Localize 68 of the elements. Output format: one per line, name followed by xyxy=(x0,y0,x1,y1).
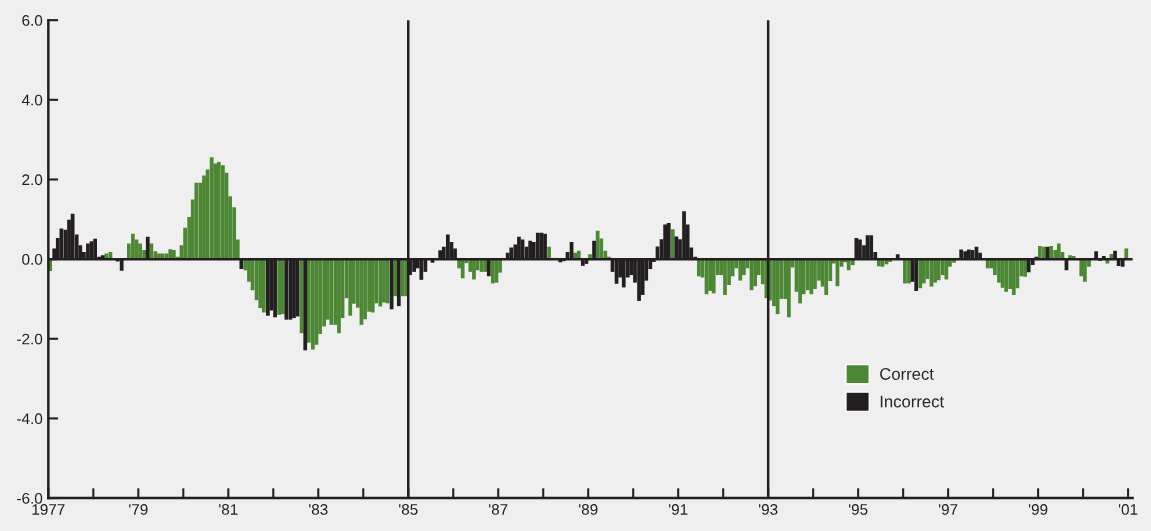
y-tick-label: 2.0 xyxy=(22,174,43,186)
bar xyxy=(547,246,551,260)
bar xyxy=(786,259,791,318)
y-tick-label: 0.0 xyxy=(22,254,43,265)
bar xyxy=(258,259,263,309)
bar xyxy=(1042,246,1046,260)
y-tick-label: -2.0 xyxy=(17,333,43,345)
x-tick-label: '95 xyxy=(848,504,868,515)
bar xyxy=(670,229,675,260)
legend-label: Incorrect xyxy=(880,395,944,408)
bar xyxy=(348,259,353,316)
bar xyxy=(483,259,488,272)
bar xyxy=(738,259,743,281)
bar xyxy=(921,259,926,284)
bar xyxy=(400,259,405,297)
x-tick-label: '91 xyxy=(669,504,688,515)
bar xyxy=(131,233,135,260)
bar xyxy=(1011,259,1016,295)
bar xyxy=(311,259,315,350)
bar xyxy=(393,259,398,297)
bar xyxy=(846,259,851,271)
bar xyxy=(221,165,225,260)
bar xyxy=(697,259,701,277)
bar xyxy=(809,259,814,295)
bar xyxy=(723,259,727,295)
bar xyxy=(1004,259,1009,292)
bar xyxy=(1023,259,1027,277)
bar xyxy=(753,259,757,287)
bar xyxy=(903,259,907,284)
bar xyxy=(261,259,266,313)
x-tick-label: '93 xyxy=(758,504,778,515)
bar xyxy=(711,259,716,294)
bar xyxy=(472,259,476,280)
bar xyxy=(907,259,911,284)
bar xyxy=(378,259,383,307)
x-tick-label: '97 xyxy=(938,504,958,515)
x-tick-label: '83 xyxy=(309,504,328,515)
bar xyxy=(944,259,949,280)
bar xyxy=(1083,259,1087,282)
x-tick-label: '01 xyxy=(1118,504,1138,515)
x-tick-label: '99 xyxy=(1028,504,1048,515)
x-tick-label: '85 xyxy=(399,504,418,515)
y-tick-label: -6.0 xyxy=(17,492,43,504)
y-tick-label: -4.0 xyxy=(17,413,43,425)
bar xyxy=(1038,245,1042,260)
bar xyxy=(460,259,465,279)
bar xyxy=(138,243,142,260)
bar xyxy=(1124,248,1129,260)
bar xyxy=(708,259,713,291)
y-tick-label: 4.0 xyxy=(21,94,43,106)
x-tick-label: '89 xyxy=(579,504,598,515)
x-tick-label: '81 xyxy=(219,504,238,515)
bar xyxy=(194,182,199,260)
y-tick-label: 6.0 xyxy=(22,15,43,26)
bar xyxy=(918,259,923,289)
bar xyxy=(171,249,176,260)
bar xyxy=(824,259,829,295)
bar xyxy=(1056,243,1061,260)
bar xyxy=(1049,245,1054,260)
x-tick-label: 1977 xyxy=(32,504,65,515)
x-tick-label: '87 xyxy=(489,504,508,515)
bar xyxy=(490,259,495,284)
bar xyxy=(936,259,941,281)
bar xyxy=(216,161,221,260)
x-tick-label: '79 xyxy=(129,504,148,515)
bar xyxy=(329,259,334,325)
bar xyxy=(798,259,802,304)
legend-label: Correct xyxy=(880,368,934,380)
